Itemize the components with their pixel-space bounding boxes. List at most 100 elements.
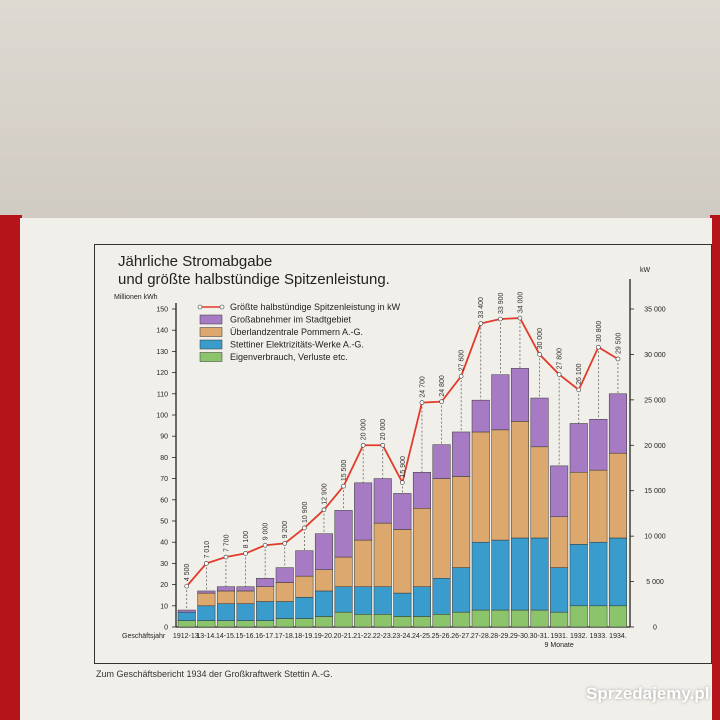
bar-segment: [295, 550, 314, 577]
peak-power-point: [184, 583, 190, 589]
bar-segment: [471, 399, 490, 433]
right-tick-label: 25 000: [644, 397, 666, 404]
bar-segment: [589, 541, 608, 607]
bar-segment: [314, 533, 333, 571]
peak-power-point: [223, 554, 229, 560]
peak-power-label: 30 800: [596, 321, 603, 343]
bar-segment: [608, 452, 627, 539]
left-tick-label: 10: [160, 603, 168, 610]
x-tick-label: 1933.: [590, 633, 608, 640]
peak-power-label: 7 010: [204, 541, 211, 559]
bar-segment: [452, 431, 471, 477]
bar-segment: [354, 586, 373, 615]
bar-segment: [491, 539, 510, 611]
bar-segment: [491, 609, 510, 628]
x-tick-label: 19-20.: [314, 633, 334, 640]
peak-power-point: [576, 387, 582, 393]
peak-power-label: 9 200: [282, 521, 289, 539]
bar-segment: [177, 609, 196, 613]
bar-segment: [373, 586, 392, 615]
bar-segment: [373, 614, 392, 628]
bar-segment: [510, 537, 529, 611]
bar-segment: [197, 590, 216, 594]
left-tick-label: 130: [156, 349, 168, 356]
left-axis-unit: Millionen kWh: [114, 294, 158, 301]
legend-label: Eigenverbrauch, Verluste etc.: [230, 352, 348, 362]
bar-segment: [432, 444, 451, 479]
bar-segment: [550, 465, 569, 518]
bar-segment: [589, 469, 608, 543]
left-tick-label: 150: [156, 307, 168, 314]
peak-power-point: [478, 321, 484, 326]
legend-swatch: [199, 327, 223, 337]
bar-segment: [275, 582, 294, 602]
peak-power-label: 30 000: [537, 328, 544, 350]
x-tick-label: 14-15.: [216, 633, 236, 640]
left-tick-label: 120: [156, 370, 168, 377]
x-tick-label: 1931.: [550, 633, 568, 640]
right-axis-unit: kW: [640, 267, 651, 274]
left-tick-label: 80: [160, 455, 168, 462]
peak-power-point: [360, 442, 366, 448]
bar-segment: [412, 586, 431, 617]
legend-line-marker: [197, 304, 203, 310]
x-axis-label: Geschäftsjahr: [122, 633, 166, 640]
bar-segment: [197, 592, 216, 607]
peak-power-point: [439, 399, 444, 404]
bar-segment: [256, 586, 275, 602]
bar-segment: [177, 620, 196, 628]
peak-power-label: 33 400: [478, 297, 485, 319]
bar-segment: [275, 601, 294, 619]
bar-segment: [432, 478, 451, 579]
left-tick-label: 110: [157, 391, 168, 398]
peak-power-point: [537, 352, 542, 357]
bar-segment: [432, 577, 451, 615]
x-tick-label: 15-16.: [236, 633, 256, 640]
peak-power-label: 7 700: [223, 534, 230, 552]
peak-power-label: 34 000: [517, 292, 524, 314]
bar-segment: [491, 374, 510, 431]
left-tick-label: 0: [164, 625, 168, 632]
left-tick-label: 90: [160, 434, 168, 441]
legend-line-marker: [219, 304, 225, 310]
bar-segment: [373, 478, 392, 524]
legend-label: Großabnehmer im Stadtgebiet: [230, 315, 352, 325]
bar-segment: [412, 508, 431, 587]
peak-power-label: 33 900: [498, 292, 505, 314]
x-tick-label: 22-23.: [373, 633, 393, 640]
bar-segment: [334, 510, 353, 558]
peak-power-point: [262, 542, 268, 548]
x-tick-label: 25-26.: [432, 633, 452, 640]
bar-segment: [432, 614, 451, 628]
bar-segment: [197, 620, 216, 628]
chart-title-line-2: und größte halbstündige Spitzenleistung.: [118, 271, 390, 288]
left-tick-label: 140: [156, 328, 168, 335]
x-tick-label: 21-22.: [353, 633, 373, 640]
bar-segment: [510, 609, 529, 628]
left-tick-label: 40: [160, 540, 168, 547]
bar-segment: [608, 393, 627, 454]
bar-segment: [530, 397, 549, 448]
peak-power-label: 24 700: [419, 376, 426, 398]
bar-segment: [314, 569, 333, 592]
bar-segment: [569, 471, 588, 545]
bar-segment: [530, 537, 549, 611]
bar-segment: [275, 567, 294, 583]
bar-segment: [354, 614, 373, 628]
bar-segment: [412, 616, 431, 628]
bar-segment: [510, 368, 529, 422]
bar-segment: [452, 476, 471, 568]
x-tick-label: 30-31.: [530, 633, 550, 640]
legend-label: Stettiner Elektrizitäts-Werke A.-G.: [230, 340, 364, 350]
bar-segment: [197, 605, 216, 621]
peak-power-point: [302, 525, 307, 531]
bar-segment: [589, 605, 608, 628]
bar-segment: [177, 611, 196, 621]
peak-power-point: [517, 315, 523, 321]
peak-power-point: [380, 442, 386, 448]
bar-segment: [412, 471, 431, 509]
peak-power-point: [204, 561, 209, 566]
bar-segment: [452, 567, 471, 613]
